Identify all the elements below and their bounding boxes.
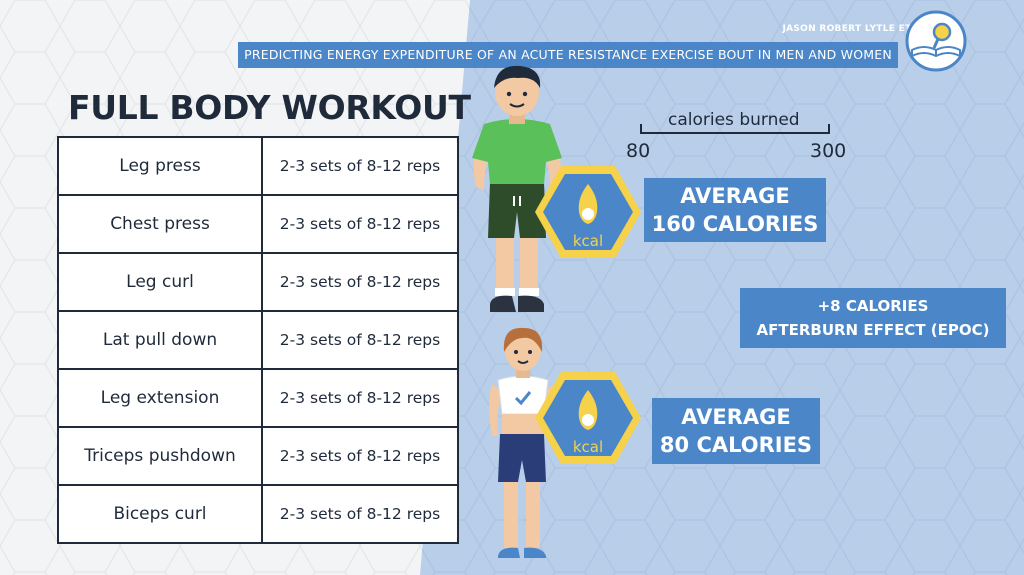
women-average-box: AVERAGE 80 CALORIES <box>652 398 820 464</box>
scale-min: 80 <box>626 140 651 162</box>
exercise-name: Leg press <box>57 136 263 196</box>
study-title: PREDICTING ENERGY EXPENDITURE OF AN ACUT… <box>244 47 892 62</box>
female-figure <box>489 327 557 558</box>
header-bar: PREDICTING ENERGY EXPENDITURE OF AN ACUT… <box>238 42 898 68</box>
exercise-sets: 2-3 sets of 8-12 reps <box>261 194 459 254</box>
kcal-badge-icon: kcal <box>535 372 641 464</box>
book-magnifier-icon <box>905 10 967 72</box>
exercise-sets: 2-3 sets of 8-12 reps <box>261 426 459 486</box>
exercise-name: Lat pull down <box>57 310 263 370</box>
author-credit: JASON ROBERT LYTLE ET AL. <box>782 24 932 34</box>
men-average-value: 160 CALORIES <box>651 212 819 236</box>
table-row: Leg extension 2-3 sets of 8-12 reps <box>57 368 459 428</box>
table-row: Leg curl 2-3 sets of 8-12 reps <box>57 252 459 312</box>
workout-title: FULL BODY WORKOUT <box>68 88 471 127</box>
scale-max: 300 <box>810 140 847 162</box>
table-row: Leg press 2-3 sets of 8-12 reps <box>57 136 459 196</box>
table-row: Chest press 2-3 sets of 8-12 reps <box>57 194 459 254</box>
exercise-name: Leg extension <box>57 368 263 428</box>
men-average-box: AVERAGE 160 CALORIES <box>644 178 826 242</box>
scale-label: calories burned <box>668 110 800 130</box>
epoc-box: +8 CALORIES AFTERBURN EFFECT (EPOC) <box>740 288 1006 348</box>
exercise-sets: 2-3 sets of 8-12 reps <box>261 136 459 196</box>
kcal-badge-icon: kcal <box>535 166 641 258</box>
table-row: Triceps pushdown 2-3 sets of 8-12 reps <box>57 426 459 486</box>
epoc-calories: +8 CALORIES <box>817 297 929 315</box>
exercise-sets: 2-3 sets of 8-12 reps <box>261 310 459 370</box>
exercise-name: Leg curl <box>57 252 263 312</box>
exercise-sets: 2-3 sets of 8-12 reps <box>261 368 459 428</box>
exercise-name: Chest press <box>57 194 263 254</box>
men-average-label: AVERAGE <box>680 184 790 208</box>
exercise-sets: 2-3 sets of 8-12 reps <box>261 484 459 544</box>
exercise-name: Biceps curl <box>57 484 263 544</box>
table-row: Lat pull down 2-3 sets of 8-12 reps <box>57 310 459 370</box>
workout-table: Leg press 2-3 sets of 8-12 reps Chest pr… <box>57 136 459 544</box>
scale-tick <box>828 124 830 134</box>
scale-line <box>640 132 830 134</box>
exercise-name: Triceps pushdown <box>57 426 263 486</box>
epoc-label: AFTERBURN EFFECT (EPOC) <box>756 321 990 339</box>
male-figure <box>472 65 562 312</box>
kcal-label: kcal <box>573 438 603 456</box>
table-row: Biceps curl 2-3 sets of 8-12 reps <box>57 484 459 544</box>
kcal-label: kcal <box>573 232 603 250</box>
scale-tick <box>640 124 642 134</box>
women-average-label: AVERAGE <box>681 405 791 429</box>
exercise-sets: 2-3 sets of 8-12 reps <box>261 252 459 312</box>
women-average-value: 80 CALORIES <box>659 433 813 457</box>
